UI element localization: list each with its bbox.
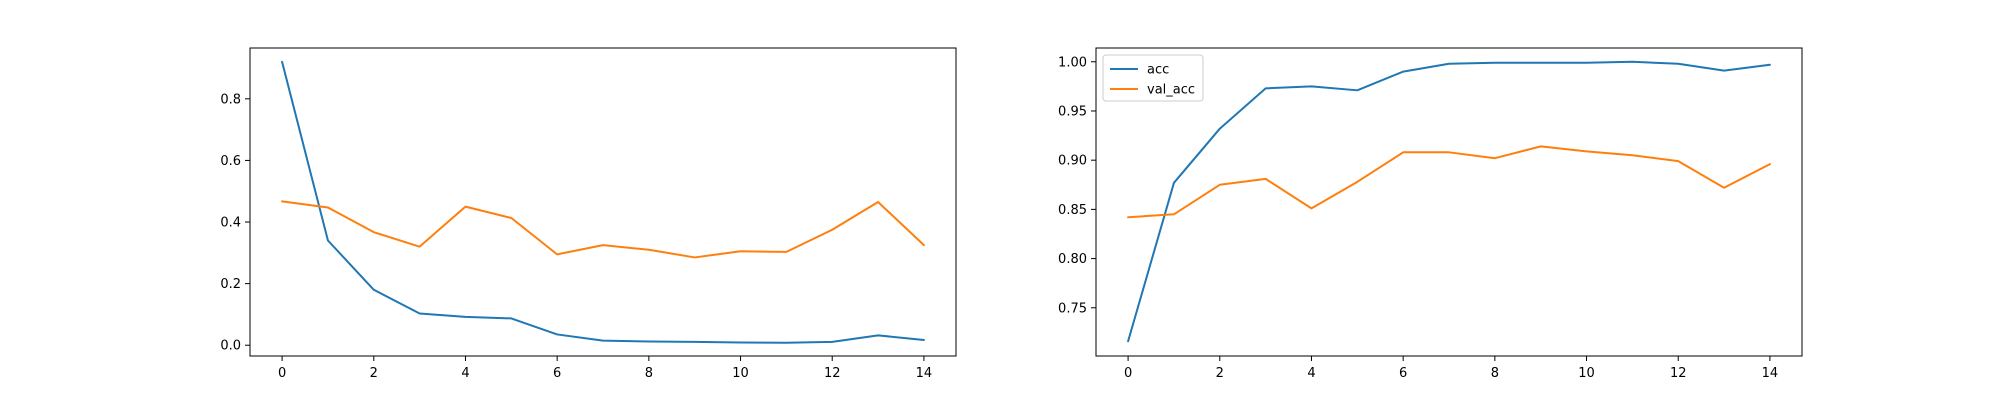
- x-tick-label: 12: [824, 366, 841, 381]
- legend-label: acc: [1147, 63, 1169, 78]
- x-tick-label: 4: [461, 366, 469, 381]
- axes-frame: [249, 47, 957, 357]
- x-tick-label: 2: [1216, 366, 1224, 381]
- x-tick-label: 6: [553, 366, 561, 381]
- x-tick-label: 8: [1491, 366, 1499, 381]
- x-tick-label: 10: [732, 366, 749, 381]
- x-tick-label: 0: [1124, 366, 1132, 381]
- x-tick-label: 12: [1670, 366, 1687, 381]
- x-tick-label: 2: [370, 366, 378, 381]
- x-tick-label: 4: [1307, 366, 1315, 381]
- x-tick-label: 6: [1399, 366, 1407, 381]
- y-tick-label: 0.80: [1058, 252, 1087, 267]
- x-tick-label: 10: [1578, 366, 1595, 381]
- loss-chart: 0 2 4 6 8 10 12 14 0.0 0.2 0.4 0.6 0.8: [220, 47, 957, 381]
- axes-frame: [1095, 47, 1803, 357]
- legend-label: val_acc: [1147, 83, 1195, 98]
- series-line-0: [281, 60, 925, 344]
- accuracy-chart: 0 2 4 6 8 10 12 14 0.75 0.80 0.85 0.90 0.95 1.00 acc va…: [1058, 47, 1803, 381]
- series-line-1: [281, 200, 925, 259]
- y-tick-label: 0.85: [1058, 203, 1087, 218]
- y-tick-label: 0.2: [220, 277, 241, 292]
- y-tick-label: 0.0: [220, 339, 241, 354]
- legend: acc val_acc: [1102, 54, 1204, 102]
- x-tick-label: 14: [916, 366, 933, 381]
- x-tick-label: 0: [278, 366, 286, 381]
- y-tick-label: 0.95: [1058, 104, 1087, 119]
- x-tick-label: 14: [1762, 366, 1779, 381]
- y-tick-label: 0.6: [220, 154, 241, 169]
- series-line-val-acc: [1127, 145, 1771, 219]
- y-tick-label: 1.00: [1058, 55, 1087, 70]
- y-tick-label: 0.4: [220, 216, 241, 231]
- x-tick-label: 8: [645, 366, 653, 381]
- series-line-acc: [1127, 60, 1771, 343]
- y-tick-label: 0.75: [1058, 301, 1087, 316]
- y-tick-label: 0.90: [1058, 154, 1087, 169]
- y-tick-label: 0.8: [220, 92, 241, 107]
